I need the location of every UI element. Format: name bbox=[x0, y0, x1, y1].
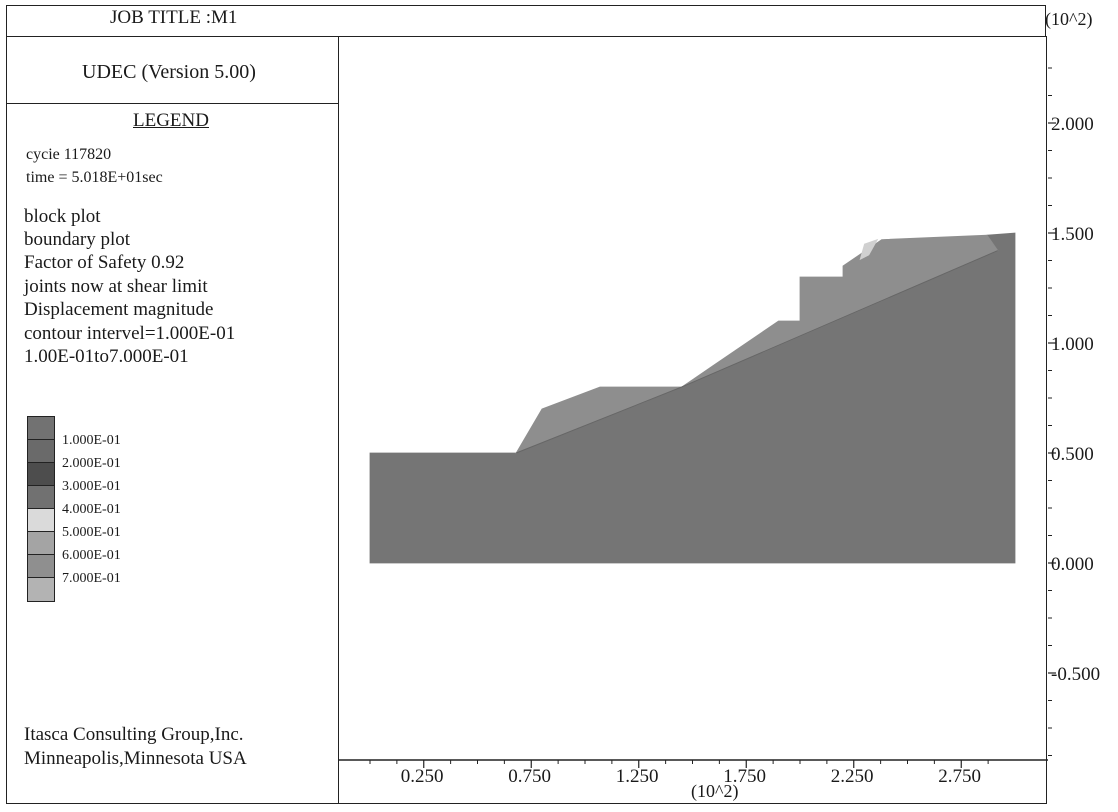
sliding-block bbox=[515, 234, 999, 454]
scale-label: 7.000E-01 bbox=[62, 571, 121, 586]
scale-swatch bbox=[28, 532, 54, 555]
job-title: JOB TITLE :M1 bbox=[110, 7, 238, 28]
company-name: Itasca Consulting Group,Inc. bbox=[24, 724, 244, 745]
scale-label: 6.000E-01 bbox=[62, 548, 121, 563]
scale-swatch bbox=[28, 509, 54, 532]
x-tick-label: 2.250 bbox=[831, 766, 874, 787]
scale-label: 4.000E-01 bbox=[62, 502, 121, 517]
scale-label: 5.000E-01 bbox=[62, 525, 121, 540]
scale-label: 3.000E-01 bbox=[62, 479, 121, 494]
info-line: joints now at shear limit bbox=[24, 276, 208, 297]
slip-surface-line bbox=[516, 250, 998, 454]
company-location: Minneapolis,Minnesota USA bbox=[24, 748, 247, 769]
y-tick-label: 1.500 bbox=[1051, 224, 1094, 245]
legend-title: LEGEND bbox=[133, 110, 209, 131]
y-tick-label: 0.500 bbox=[1051, 444, 1094, 465]
contour-color-scale bbox=[27, 416, 55, 602]
scale-swatch bbox=[28, 417, 54, 440]
y-tick-label: 2.000 bbox=[1051, 114, 1094, 135]
x-tick-label: 1.750 bbox=[723, 766, 766, 787]
info-line: boundary plot bbox=[24, 229, 131, 250]
scale-label: 1.000E-01 bbox=[62, 433, 121, 448]
x-tick-label: 0.250 bbox=[401, 766, 444, 787]
scale-label: 2.000E-01 bbox=[62, 456, 121, 471]
scale-swatch bbox=[28, 463, 54, 486]
info-line: Factor of Safety 0.92 bbox=[24, 252, 185, 273]
scale-swatch bbox=[28, 578, 54, 601]
scale-swatch bbox=[28, 486, 54, 509]
scale-swatch bbox=[28, 440, 54, 463]
plot-frame bbox=[338, 36, 1047, 804]
y-tick-label: 1.000 bbox=[1051, 334, 1094, 355]
cycle-text: cycie 117820 bbox=[26, 146, 112, 163]
x-tick-label: 2.750 bbox=[938, 766, 981, 787]
scale-swatch bbox=[28, 555, 54, 578]
x-tick-label: 0.750 bbox=[508, 766, 551, 787]
x-tick-label: 1.250 bbox=[616, 766, 659, 787]
software-version: UDEC (Version 5.00) bbox=[82, 61, 256, 83]
info-line: Displacement magnitude bbox=[24, 299, 214, 320]
time-text: time = 5.018E+01sec bbox=[26, 169, 163, 186]
info-line: 1.00E-01to7.000E-01 bbox=[24, 346, 189, 367]
x-axis-label: (10^2) bbox=[691, 781, 738, 802]
info-line: contour intervel=1.000E-01 bbox=[24, 323, 236, 344]
y-tick-label: -0.500 bbox=[1051, 664, 1100, 685]
high-displacement-zone bbox=[859, 238, 879, 261]
info-line: block plot bbox=[24, 206, 101, 227]
y-axis-multiplier: (10^2) bbox=[1045, 9, 1093, 29]
y-tick-label: 0.000 bbox=[1051, 554, 1094, 575]
